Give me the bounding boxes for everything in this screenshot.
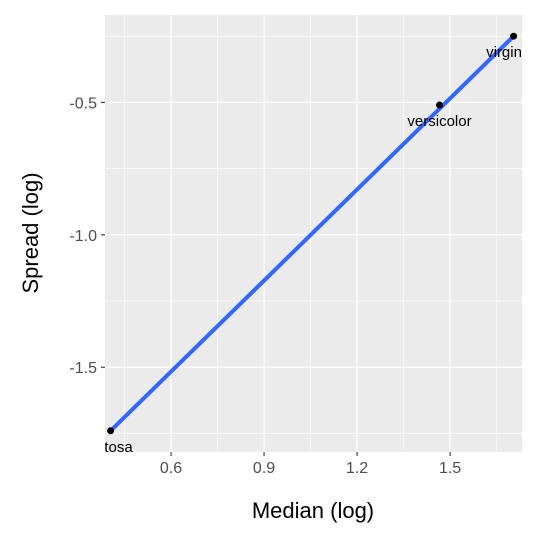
x-tick-label: 0.9	[253, 460, 275, 477]
fit-line-layer	[109, 34, 516, 433]
regression-line	[109, 34, 516, 433]
x-tick-label: 1.5	[439, 460, 461, 477]
y-tick-label: -1.0	[69, 228, 97, 245]
data-point	[436, 101, 444, 109]
x-tick-label: 0.6	[160, 460, 182, 477]
axis-ticks	[101, 101, 451, 456]
data-point	[107, 427, 115, 435]
points-layer	[107, 32, 518, 435]
point-label: virginica	[486, 44, 537, 61]
point-label: setosa	[88, 439, 133, 456]
x-axis-title: Median (log)	[252, 498, 374, 523]
data-point	[510, 32, 518, 40]
y-axis-title: Spread (log)	[18, 172, 43, 293]
y-tick-label: -0.5	[69, 95, 97, 112]
y-tick-label: -1.5	[69, 360, 97, 377]
point-label: versicolor	[407, 113, 471, 130]
y-tick-labels: -1.5 -1.0 -0.5	[69, 95, 97, 377]
point-labels: setosa versicolor virginica	[88, 44, 537, 456]
x-tick-labels: 0.6 0.9 1.2 1.5	[160, 460, 461, 477]
x-tick-label: 1.2	[346, 460, 368, 477]
